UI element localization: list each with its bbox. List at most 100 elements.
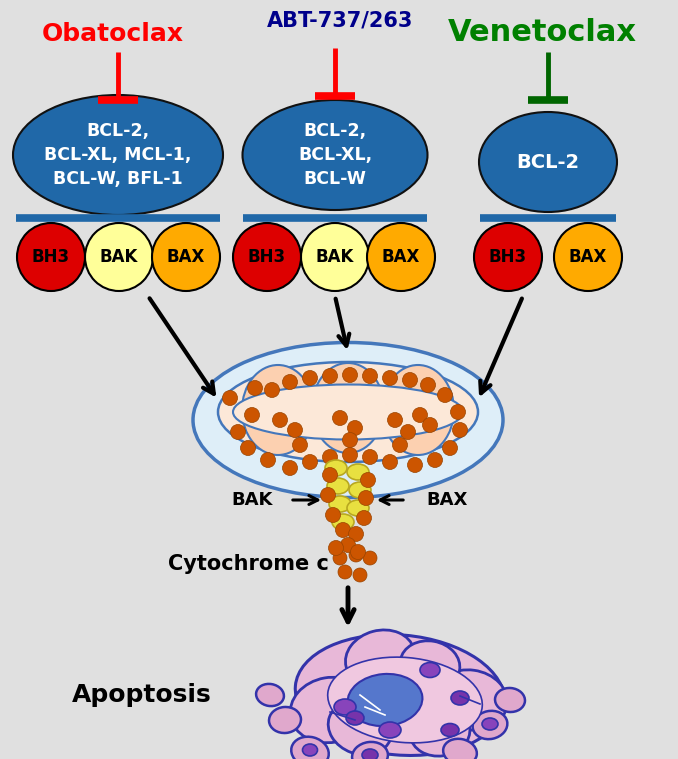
Ellipse shape bbox=[256, 684, 284, 706]
Text: BAK: BAK bbox=[232, 491, 273, 509]
Text: BCL-2: BCL-2 bbox=[517, 153, 580, 172]
Circle shape bbox=[85, 223, 153, 291]
Circle shape bbox=[241, 440, 256, 455]
Ellipse shape bbox=[334, 699, 356, 715]
Ellipse shape bbox=[332, 514, 354, 530]
Circle shape bbox=[302, 370, 317, 386]
Ellipse shape bbox=[441, 723, 459, 736]
Circle shape bbox=[420, 377, 435, 392]
Text: Venetoclax: Venetoclax bbox=[448, 18, 637, 47]
Circle shape bbox=[342, 448, 357, 462]
Circle shape bbox=[287, 423, 302, 437]
Circle shape bbox=[437, 388, 452, 402]
Text: BAX: BAX bbox=[167, 248, 205, 266]
Ellipse shape bbox=[269, 707, 301, 733]
Circle shape bbox=[264, 383, 279, 398]
Text: BH3: BH3 bbox=[489, 248, 527, 266]
Ellipse shape bbox=[347, 464, 369, 480]
Circle shape bbox=[359, 490, 374, 505]
Ellipse shape bbox=[443, 739, 477, 759]
Circle shape bbox=[325, 508, 340, 522]
Circle shape bbox=[407, 458, 422, 473]
Circle shape bbox=[152, 223, 220, 291]
Circle shape bbox=[443, 440, 458, 455]
Ellipse shape bbox=[348, 674, 422, 726]
Circle shape bbox=[363, 551, 377, 565]
Circle shape bbox=[474, 223, 542, 291]
Ellipse shape bbox=[410, 708, 470, 756]
Circle shape bbox=[357, 511, 372, 525]
Circle shape bbox=[450, 405, 466, 420]
Ellipse shape bbox=[400, 641, 460, 689]
Circle shape bbox=[401, 424, 416, 439]
Circle shape bbox=[342, 433, 357, 448]
Text: BCL-2,
BCL-XL, MCL-1,
BCL-W, BFL-1: BCL-2, BCL-XL, MCL-1, BCL-W, BFL-1 bbox=[44, 121, 192, 188]
Circle shape bbox=[323, 468, 338, 483]
Circle shape bbox=[351, 544, 365, 559]
Circle shape bbox=[428, 452, 443, 468]
Circle shape bbox=[333, 551, 347, 565]
Text: Obatoclax: Obatoclax bbox=[42, 22, 184, 46]
Ellipse shape bbox=[482, 718, 498, 730]
Ellipse shape bbox=[218, 362, 478, 462]
Circle shape bbox=[403, 373, 418, 388]
Text: BH3: BH3 bbox=[248, 248, 286, 266]
Ellipse shape bbox=[292, 737, 329, 759]
Circle shape bbox=[273, 412, 287, 427]
Ellipse shape bbox=[362, 749, 378, 759]
Text: ABT-737/263: ABT-737/263 bbox=[267, 10, 413, 30]
Circle shape bbox=[412, 408, 428, 423]
Text: BCL-2,
BCL-XL,
BCL-W: BCL-2, BCL-XL, BCL-W bbox=[298, 121, 372, 188]
Circle shape bbox=[338, 565, 352, 579]
Ellipse shape bbox=[433, 670, 507, 730]
Circle shape bbox=[382, 370, 397, 386]
Circle shape bbox=[260, 452, 275, 468]
Ellipse shape bbox=[233, 385, 463, 439]
Circle shape bbox=[348, 420, 363, 436]
Ellipse shape bbox=[243, 100, 428, 210]
Ellipse shape bbox=[325, 460, 347, 476]
Ellipse shape bbox=[327, 478, 349, 494]
Ellipse shape bbox=[382, 365, 454, 455]
Circle shape bbox=[554, 223, 622, 291]
Ellipse shape bbox=[349, 482, 371, 498]
Circle shape bbox=[422, 417, 437, 433]
Text: BAK: BAK bbox=[316, 248, 354, 266]
Ellipse shape bbox=[347, 500, 369, 516]
Circle shape bbox=[329, 540, 344, 556]
Ellipse shape bbox=[13, 95, 223, 215]
Circle shape bbox=[353, 568, 367, 582]
Circle shape bbox=[233, 223, 301, 291]
Circle shape bbox=[393, 437, 407, 452]
Ellipse shape bbox=[346, 630, 414, 686]
Text: Apoptosis: Apoptosis bbox=[72, 683, 212, 707]
Ellipse shape bbox=[495, 688, 525, 712]
Circle shape bbox=[222, 390, 237, 405]
Ellipse shape bbox=[290, 677, 370, 743]
Ellipse shape bbox=[479, 112, 617, 212]
Text: BAX: BAX bbox=[382, 248, 420, 266]
Ellipse shape bbox=[473, 711, 507, 739]
Ellipse shape bbox=[242, 365, 314, 455]
Circle shape bbox=[323, 369, 338, 383]
Circle shape bbox=[388, 412, 403, 427]
Circle shape bbox=[292, 437, 308, 452]
Ellipse shape bbox=[328, 701, 392, 755]
Ellipse shape bbox=[379, 722, 401, 738]
Circle shape bbox=[332, 411, 348, 426]
Circle shape bbox=[342, 367, 357, 383]
Text: BAK: BAK bbox=[100, 248, 138, 266]
Circle shape bbox=[245, 408, 260, 423]
Circle shape bbox=[301, 223, 369, 291]
Circle shape bbox=[283, 461, 298, 475]
Text: BAX: BAX bbox=[569, 248, 607, 266]
Ellipse shape bbox=[420, 663, 440, 678]
Text: Cytochrome c: Cytochrome c bbox=[168, 554, 329, 574]
Ellipse shape bbox=[327, 657, 482, 743]
Circle shape bbox=[363, 449, 378, 465]
Ellipse shape bbox=[295, 635, 504, 755]
Ellipse shape bbox=[352, 742, 388, 759]
Text: BAX: BAX bbox=[426, 491, 467, 509]
Ellipse shape bbox=[346, 711, 364, 725]
Ellipse shape bbox=[329, 496, 351, 512]
